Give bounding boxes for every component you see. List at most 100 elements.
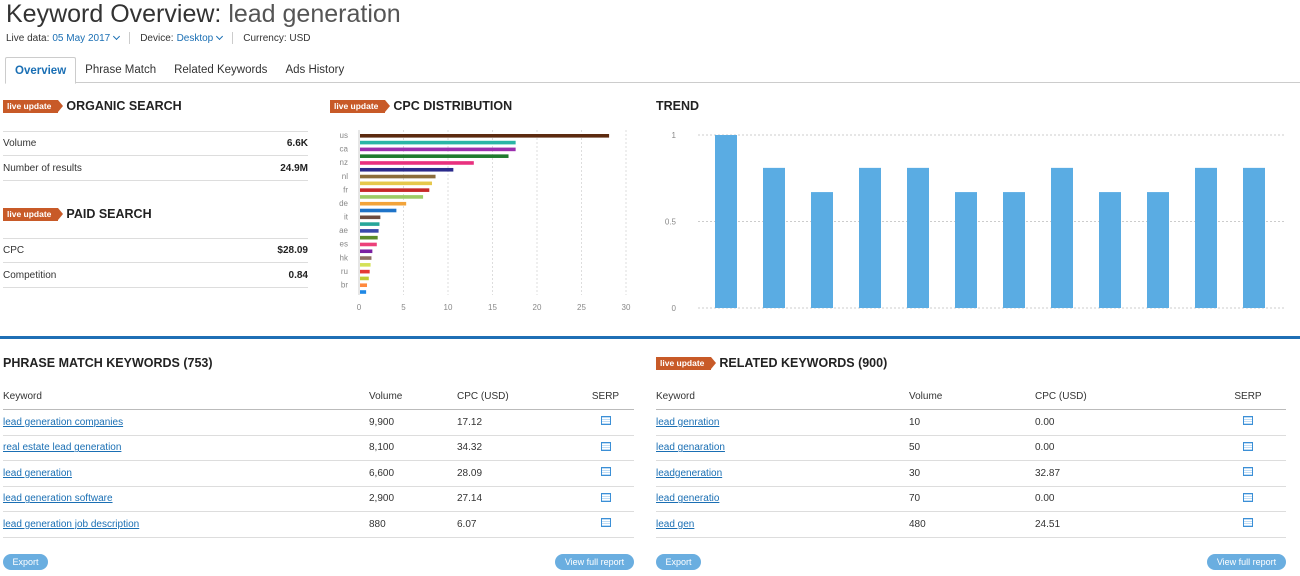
table-row: lead generation software 2,900 27.14: [3, 487, 634, 512]
volume-cell: 9,900: [369, 416, 395, 428]
serp-icon[interactable]: [1243, 467, 1253, 477]
competition-value: 0.84: [288, 269, 308, 281]
live-data-dropdown[interactable]: 05 May 2017: [52, 32, 111, 44]
serp-icon[interactable]: [1243, 416, 1253, 426]
volume-cell: 480: [909, 518, 926, 530]
keyword-link[interactable]: lead genaration: [656, 442, 725, 454]
trend-bar: [1195, 167, 1217, 308]
tab-related-keywords[interactable]: Related Keywords: [174, 64, 268, 76]
column-header: SERP: [1234, 391, 1262, 402]
page-title-keyword: lead generation: [228, 0, 401, 28]
serp-icon[interactable]: [600, 441, 611, 451]
chevron-down-icon[interactable]: [216, 32, 224, 40]
trend-bar: [1147, 192, 1169, 308]
cpc-label: CPC: [3, 245, 25, 256]
x-tick-label: 20: [533, 303, 542, 312]
cpc-bar: [360, 269, 370, 274]
trend-bar: [907, 167, 929, 308]
serp-icon[interactable]: [1243, 518, 1253, 528]
cpc-bar: [360, 188, 430, 192]
results-value: 24.9M: [280, 162, 308, 174]
table-header-row: Keyword Volume CPC (USD) SERP: [3, 384, 634, 410]
y-tick-label: 0.5: [665, 218, 677, 227]
keyword-cell: real estate lead generation: [3, 442, 369, 453]
column-header: Volume: [369, 391, 403, 402]
cpc-bar: [360, 208, 397, 213]
live-update-badge: live update: [330, 99, 391, 113]
trend-bar: [1099, 192, 1121, 308]
keyword-cell: lead generation software: [3, 493, 369, 504]
keyword-link[interactable]: lead gen: [656, 518, 695, 530]
cpc-bar: [360, 276, 369, 281]
volume-value: 6.6K: [286, 138, 308, 149]
keyword-link[interactable]: lead generatio: [656, 493, 720, 505]
serp-icon[interactable]: [600, 467, 611, 477]
meta-bar: Live data: 05 May 2017 Device: Desktop C…: [6, 32, 311, 44]
country-label: ae: [339, 226, 348, 235]
competition-label: Competition: [3, 269, 57, 281]
serp-icon[interactable]: [600, 416, 611, 426]
organic-search-title: live update ORGANIC SEARCH: [3, 99, 182, 113]
table-row: real estate lead generation 8,100 34.32: [3, 436, 634, 461]
keyword-link[interactable]: lead generation job description: [3, 518, 140, 530]
keyword-link[interactable]: lead generation companies: [3, 416, 124, 428]
volume-cell: 50: [909, 442, 921, 454]
x-tick-label: 0: [357, 303, 362, 312]
table-row: lead generatio 70 0.00: [656, 487, 1286, 512]
serp-icon[interactable]: [1243, 492, 1253, 502]
table-row: lead generation job description 880 6.07: [3, 512, 634, 538]
keyword-cell: lead generatio: [656, 493, 909, 504]
country-label: br: [341, 280, 348, 289]
cpc-bar: [360, 256, 372, 260]
page-title: Keyword Overview: lead generation: [6, 0, 401, 29]
keyword-link[interactable]: lead generation software: [3, 493, 113, 505]
keyword-link[interactable]: leadgeneration: [656, 467, 723, 479]
device-label: Device:: [140, 32, 174, 44]
cpc-bar: [360, 229, 379, 233]
column-header: Volume: [909, 391, 943, 402]
volume-cell: 30: [909, 467, 921, 479]
tab-phrase-match[interactable]: Phrase Match: [85, 64, 157, 76]
cpc-bar: [360, 174, 436, 179]
table-row: lead genaration 50 0.00: [656, 436, 1286, 461]
keyword-link[interactable]: lead generation: [3, 467, 72, 479]
trend-chart: 00.51: [665, 131, 1286, 313]
volume-label: Volume: [3, 138, 37, 149]
cpc-cell: 34.32: [457, 442, 483, 454]
device-dropdown[interactable]: Desktop: [176, 32, 214, 44]
tab-ads-history[interactable]: Ads History: [285, 64, 345, 76]
metric-row: Number of results 24.9M: [3, 156, 308, 181]
trend-bar: [811, 192, 833, 308]
serp-cell: [1210, 416, 1286, 428]
export-button[interactable]: Export: [3, 554, 48, 570]
page-title-prefix: Keyword Overview:: [6, 0, 222, 28]
paid-search-heading: PAID SEARCH: [66, 207, 152, 221]
table-row: leadgeneration 30 32.87: [656, 461, 1286, 487]
table-header-row: Keyword Volume CPC (USD) SERP: [656, 384, 1286, 410]
cpc-cell: 27.14: [457, 493, 483, 505]
y-tick-label: 1: [672, 131, 677, 140]
keyword-link[interactable]: lead genration: [656, 416, 720, 428]
serp-cell: [577, 492, 634, 505]
trend-heading: TREND: [656, 99, 700, 113]
paid-metrics: CPC $28.09 Competition 0.84: [3, 238, 308, 288]
serp-icon[interactable]: [600, 492, 611, 502]
volume-cell: 70: [909, 493, 921, 505]
volume-cell: 6,600: [369, 467, 395, 479]
serp-icon[interactable]: [1243, 441, 1253, 451]
tab-overview[interactable]: Overview: [5, 57, 77, 84]
view-full-report-button[interactable]: View full report: [555, 554, 634, 570]
x-tick-label: 25: [577, 303, 586, 312]
export-button[interactable]: Export: [656, 554, 701, 570]
column-header: Keyword: [3, 391, 42, 402]
cpc-bar: [360, 154, 509, 158]
trend-bar: [859, 167, 881, 308]
serp-icon[interactable]: [600, 518, 611, 528]
serp-cell: [577, 416, 634, 428]
keyword-link[interactable]: real estate lead generation: [3, 442, 122, 454]
cpc-cell: 32.87: [1035, 467, 1061, 479]
view-full-report-button[interactable]: View full report: [1207, 554, 1286, 570]
serp-cell: [1210, 467, 1286, 479]
chevron-down-icon[interactable]: [113, 32, 121, 40]
table-row: lead generation companies 9,900 17.12: [3, 410, 634, 436]
